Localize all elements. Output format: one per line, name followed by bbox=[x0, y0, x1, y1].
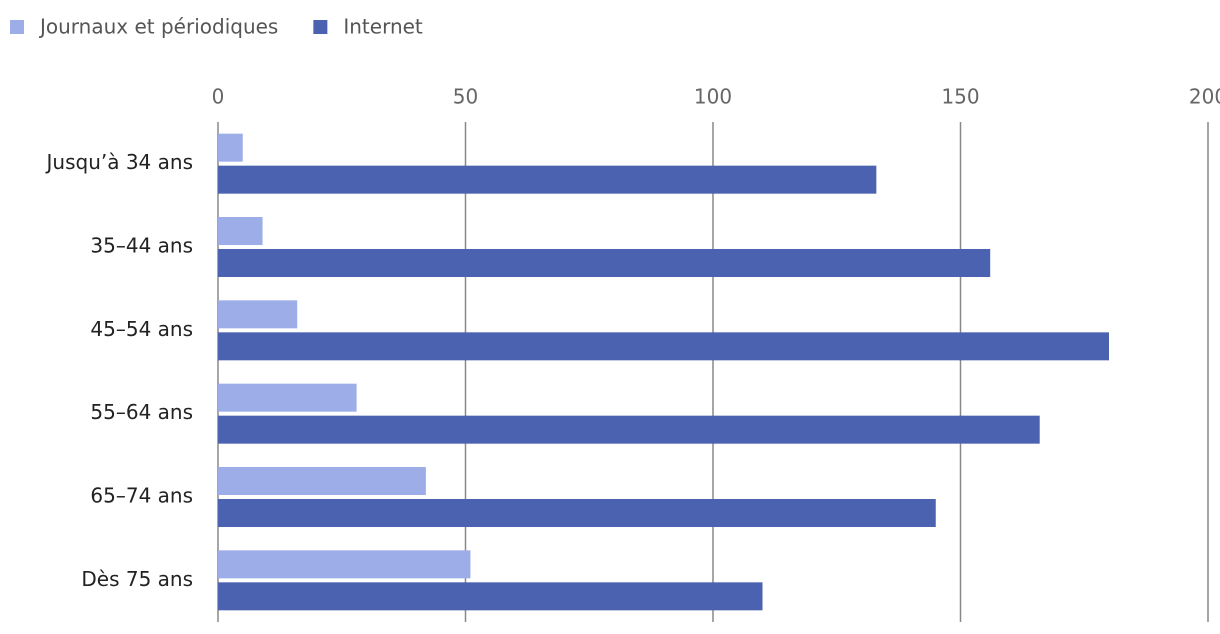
y-tick-label: Jusqu’à 34 ans bbox=[45, 150, 194, 174]
bar bbox=[218, 499, 936, 527]
legend-swatch bbox=[10, 20, 24, 34]
y-tick-label: 45–54 ans bbox=[90, 317, 193, 341]
bar bbox=[218, 582, 763, 611]
bar bbox=[218, 415, 1040, 444]
x-tick-label: 50 bbox=[453, 85, 478, 109]
bar bbox=[218, 332, 1109, 361]
bar bbox=[218, 300, 298, 329]
bar bbox=[218, 383, 357, 412]
x-tick-label: 150 bbox=[941, 85, 979, 109]
y-tick-label: 35–44 ans bbox=[90, 234, 193, 258]
bar bbox=[218, 249, 991, 277]
bar bbox=[218, 217, 263, 245]
bar bbox=[218, 165, 877, 194]
x-tick-label: 0 bbox=[212, 85, 225, 109]
y-tick-label: 55–64 ans bbox=[90, 400, 193, 424]
y-tick-label: Dès 75 ans bbox=[81, 567, 193, 591]
bar bbox=[218, 133, 243, 162]
legend-label: Internet bbox=[343, 15, 423, 39]
x-tick-label: 100 bbox=[694, 85, 732, 109]
bar bbox=[218, 467, 426, 495]
y-tick-label: 65–74 ans bbox=[90, 484, 193, 508]
bar bbox=[218, 550, 471, 579]
legend-swatch bbox=[313, 20, 328, 34]
legend-label: Journaux et périodiques bbox=[38, 15, 278, 39]
x-tick-label: 200 bbox=[1189, 85, 1220, 109]
